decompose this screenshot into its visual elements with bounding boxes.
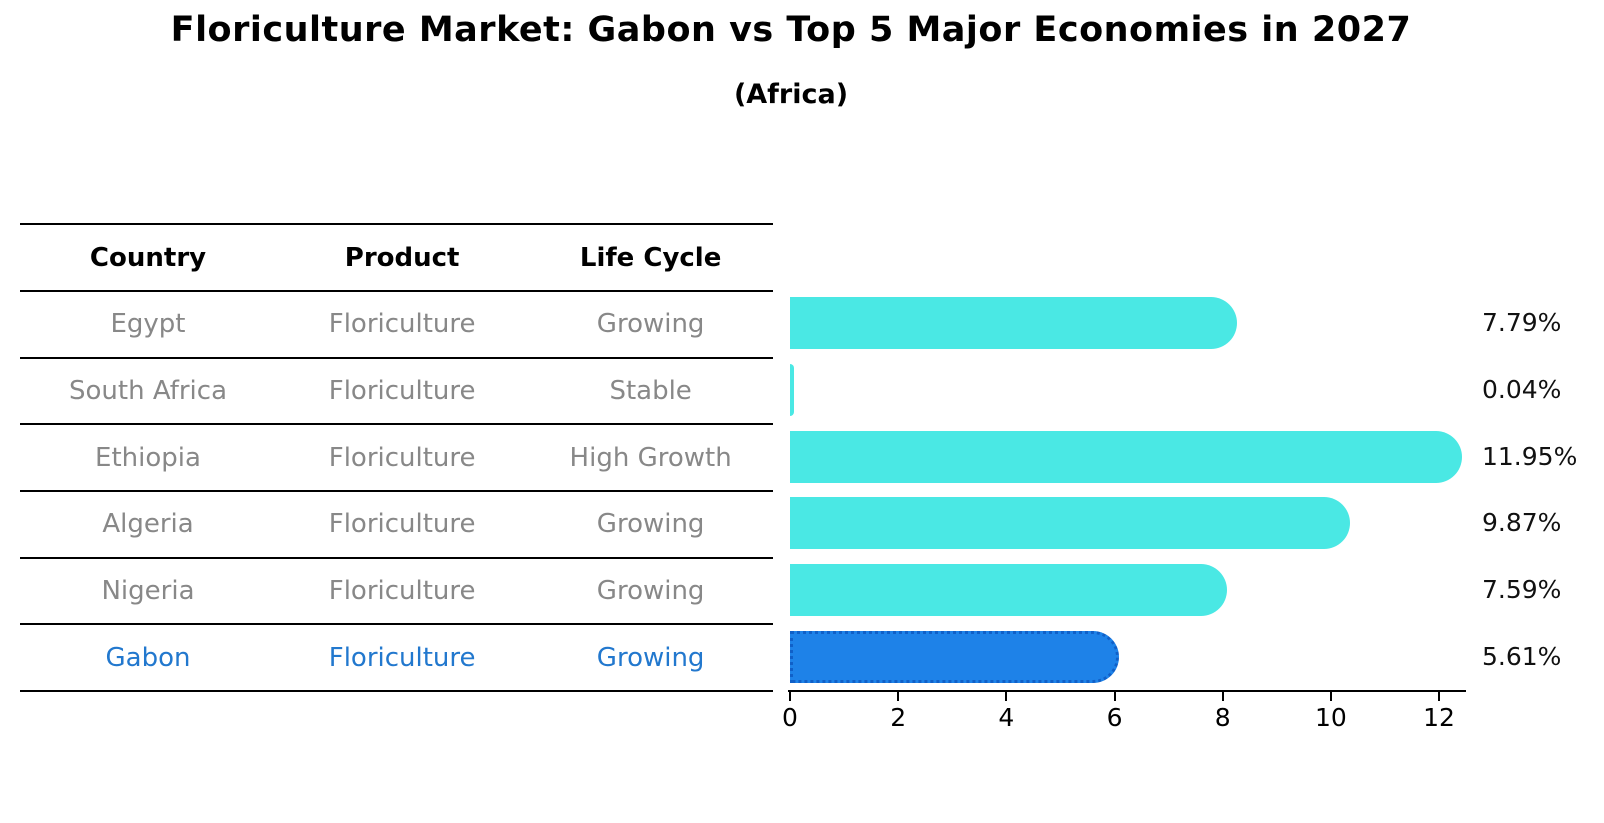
bar-nigeria <box>790 563 1227 616</box>
x-tick <box>1329 692 1332 701</box>
bar-egypt <box>790 297 1238 350</box>
table-row-algeria: Algeria Floriculture Growing <box>20 492 773 559</box>
country-cell: Egypt <box>110 309 186 340</box>
product-cell: Floriculture <box>328 309 476 340</box>
table-row-gabon: Gabon Floriculture Growing <box>20 625 773 693</box>
table-header-row: Country Product Life Cycle <box>20 225 773 292</box>
column-header-country: Country <box>89 242 207 273</box>
chart-title: Floriculture Market: Gabon vs Top 5 Majo… <box>170 10 1412 50</box>
x-tick <box>897 692 900 701</box>
table-row-egypt: Egypt Floriculture Growing <box>20 292 773 359</box>
product-cell: Floriculture <box>328 376 476 407</box>
column-header-life-cycle: Life Cycle <box>579 242 722 273</box>
country-cell: Ethiopia <box>95 442 201 473</box>
life-cycle-cell: Stable <box>609 376 692 407</box>
table-body: Egypt Floriculture Growing South Africa Flor… <box>20 292 773 693</box>
country-cell: Nigeria <box>101 576 195 607</box>
x-tick <box>1438 692 1441 701</box>
country-cell: Gabon <box>105 642 191 673</box>
bar-row <box>790 290 1465 357</box>
x-tick-label: 4 <box>998 703 1015 732</box>
x-tick <box>1005 692 1008 701</box>
bar-ethiopia <box>790 430 1463 483</box>
bar-row <box>790 490 1465 557</box>
bar-row <box>790 623 1465 690</box>
table-row-south-africa: South Africa Floriculture Stable <box>20 359 773 426</box>
life-cycle-cell: Growing <box>596 576 705 607</box>
x-tick-label: 6 <box>1106 703 1123 732</box>
life-cycle-cell: High Growth <box>569 442 732 473</box>
life-cycle-cell: Growing <box>596 509 705 540</box>
product-cell: Floriculture <box>328 509 476 540</box>
product-cell: Floriculture <box>328 576 476 607</box>
value-label-ethiopia: 11.95% <box>1482 441 1578 471</box>
value-label-gabon: 5.61% <box>1482 641 1562 671</box>
x-tick-label: 10 <box>1314 703 1347 732</box>
table-row-ethiopia: Ethiopia Floriculture High Growth <box>20 425 773 493</box>
x-tick <box>1221 692 1224 701</box>
x-tick <box>1113 692 1116 701</box>
bar-south-africa <box>790 363 794 416</box>
bar-row <box>790 557 1465 624</box>
product-cell: Floriculture <box>328 442 476 473</box>
table-row-nigeria: Nigeria Floriculture Growing <box>20 559 773 626</box>
bar-row <box>790 357 1465 424</box>
bar-algeria <box>790 497 1350 550</box>
x-tick <box>789 692 791 701</box>
x-tick-label: 2 <box>890 703 907 732</box>
life-cycle-cell: Growing <box>596 309 705 340</box>
x-axis-line <box>788 690 1466 692</box>
chart-subtitle: (Africa) <box>733 79 849 110</box>
country-cell: Algeria <box>102 509 194 540</box>
country-table: Country Product Life Cycle Egypt Floricultu… <box>20 223 773 693</box>
value-label-algeria: 9.87% <box>1482 508 1562 538</box>
column-header-product: Product <box>344 242 460 273</box>
country-cell: South Africa <box>69 376 227 407</box>
bar-row <box>790 423 1465 490</box>
value-label-nigeria: 7.59% <box>1482 574 1562 604</box>
x-tick-label: 8 <box>1214 703 1231 732</box>
life-cycle-cell: Growing <box>596 642 705 673</box>
value-label-egypt: 7.79% <box>1482 308 1562 338</box>
bar-plot <box>790 290 1465 690</box>
product-cell: Floriculture <box>328 642 476 673</box>
x-tick-label: 0 <box>782 703 798 732</box>
x-tick-label: 12 <box>1423 703 1455 732</box>
value-label-south-africa: 0.04% <box>1482 374 1562 404</box>
bar-gabon <box>790 630 1120 683</box>
